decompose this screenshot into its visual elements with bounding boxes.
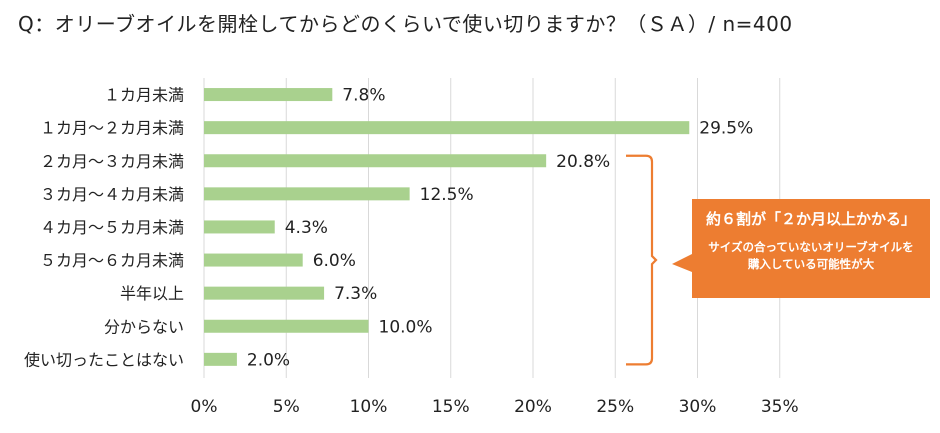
category-label: ３カ月～４カ月未満: [40, 185, 184, 204]
x-tick-label: 0%: [191, 397, 218, 417]
callout-headline: 約６割が「２か月以上かかる」: [705, 210, 916, 228]
bar-value-label: 7.3%: [334, 284, 377, 304]
category-label: 分からない: [104, 317, 184, 336]
x-tick-label: 25%: [596, 397, 634, 417]
bar: [204, 352, 237, 366]
callout-sub-line: 購入している可能性が大: [747, 257, 875, 271]
chart-title: Q：オリーブオイルを開栓してからどのくらいで使い切りますか？（ＳＡ）/ n=40…: [18, 12, 793, 36]
bars: [204, 88, 690, 366]
bar-value-label: 7.8%: [342, 86, 385, 106]
bar: [204, 154, 547, 168]
bar: [204, 220, 275, 234]
bar-value-label: 2.0%: [247, 350, 290, 370]
x-tick-label: 20%: [514, 397, 552, 417]
bar: [204, 187, 410, 201]
bar: [204, 121, 690, 135]
bar: [204, 286, 325, 300]
category-label: １カ月未満: [104, 86, 184, 105]
bracket: [626, 154, 692, 366]
bar-value-label: 6.0%: [313, 251, 356, 271]
x-tick-label: 10%: [350, 397, 388, 417]
category-label: ４カ月～５カ月未満: [40, 218, 184, 237]
bar-value-label: 29.5%: [699, 119, 753, 139]
bar: [204, 88, 333, 102]
range-bracket: [626, 154, 658, 366]
bar-value-label: 10.0%: [379, 317, 433, 337]
value-labels: 7.8% 29.5% 20.8% 12.5% 4.3% 6.0% 7.3%10.0% 2.0%: [247, 86, 753, 371]
category-label: １カ月～２カ月未満: [40, 119, 184, 138]
bar-value-label: 20.8%: [556, 152, 610, 172]
x-tick-label: 15%: [432, 397, 470, 417]
category-label: ５カ月～６カ月未満: [40, 251, 184, 270]
x-tick-label: 5%: [273, 397, 300, 417]
bar-value-label: 12.5%: [420, 185, 474, 205]
bar: [204, 319, 369, 333]
x-tick-label: 35%: [761, 397, 799, 417]
x-tick-labels: 0% 5% 10% 15% 20% 25% 30% 35%: [191, 397, 799, 417]
category-labels: １カ月未満 １カ月～２カ月未満 ２カ月～３カ月未満 ３カ月～４カ月未満 ４カ月～５カ月未…: [24, 86, 184, 370]
category-label: ２カ月～３カ月未満: [40, 152, 184, 171]
category-label: 半年以上: [120, 284, 184, 303]
bar-value-label: 4.3%: [285, 218, 328, 238]
bar: [204, 253, 303, 267]
callout-subtext: サイズの合っていないオリーブオイルを 購入している可能性が大: [692, 239, 930, 273]
x-tick-label: 30%: [679, 397, 717, 417]
callout-sub-line: サイズの合っていないオリーブオイルを: [708, 240, 914, 254]
callout-pointer: [672, 254, 692, 272]
category-label: 使い切ったことはない: [24, 350, 184, 369]
callout-box: 約６割が「２か月以上かかる」 サイズの合っていないオリーブオイルを 購入している…: [692, 199, 930, 298]
